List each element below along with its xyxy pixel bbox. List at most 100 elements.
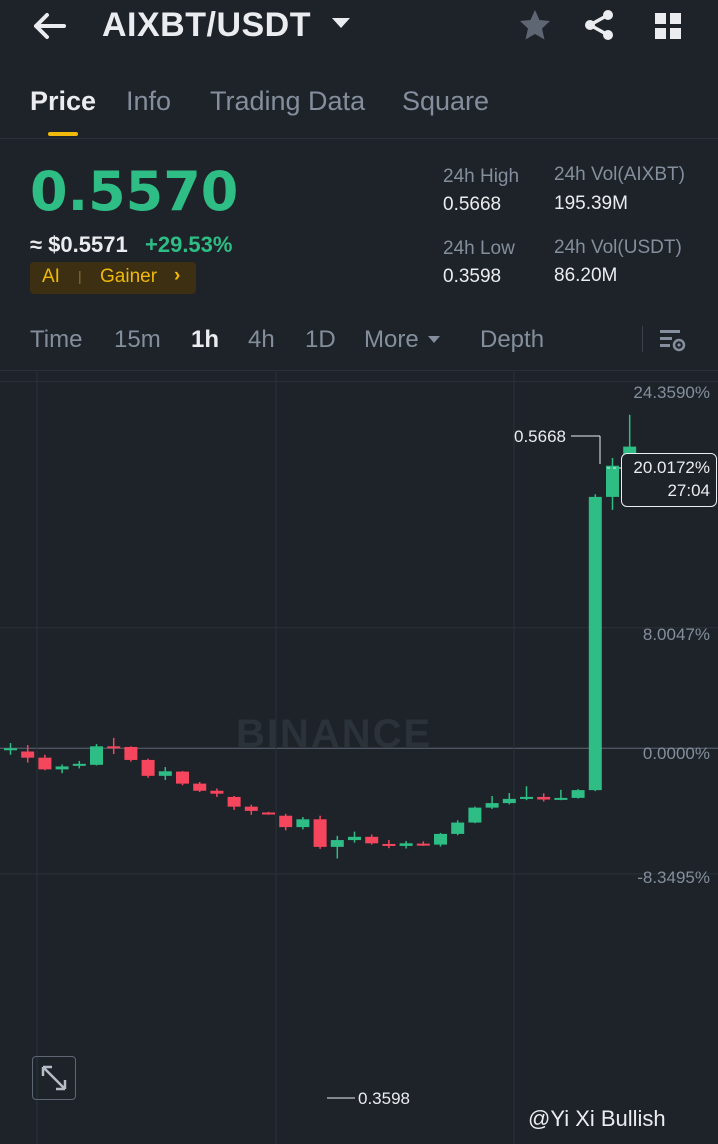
candle-body [141, 759, 155, 776]
active-tab-indicator [48, 132, 78, 136]
candle-body [313, 819, 327, 847]
candle [365, 834, 379, 845]
chevron-right-icon: › [174, 265, 181, 286]
interval-more[interactable]: More [364, 326, 419, 353]
axis-tick-label: 24.3590% [633, 383, 710, 402]
candle [107, 737, 121, 755]
axis-tick-label: 0.0000% [643, 744, 710, 763]
candle-body [399, 843, 413, 846]
high-label: 24h High [443, 166, 520, 187]
tab-trading-data[interactable]: Trading Data [210, 86, 366, 116]
candlestick-chart[interactable]: 24.3590% 8.0047% 0.0000% -8.3495% 0.5668… [0, 372, 718, 1144]
low-value: 0.3598 [443, 266, 502, 287]
candle-body [468, 807, 482, 823]
candle [227, 795, 241, 810]
candle [330, 835, 344, 859]
candle [55, 764, 69, 774]
candle [90, 744, 103, 766]
candle [571, 789, 585, 799]
candle-body [382, 843, 396, 846]
interval-15m[interactable]: 15m [114, 326, 161, 353]
candle-body [107, 746, 121, 749]
tab-square[interactable]: Square [402, 86, 490, 116]
star-icon[interactable] [518, 8, 552, 42]
candle [348, 831, 361, 843]
candle [4, 743, 17, 755]
candle-body [158, 771, 172, 776]
tag-separator: | [78, 268, 82, 284]
candle-body [348, 836, 361, 841]
candle-body [176, 771, 189, 784]
candle-body [537, 796, 551, 800]
candle [434, 832, 447, 847]
candle [21, 745, 35, 763]
candle [193, 782, 207, 793]
interval-depth[interactable]: Depth [480, 326, 545, 353]
candle [520, 786, 533, 801]
candle-body [193, 783, 207, 791]
caret-down-icon[interactable] [330, 12, 352, 34]
candle-body [21, 751, 35, 758]
candle [210, 788, 224, 797]
candle [468, 806, 482, 824]
candle-body [485, 803, 499, 808]
candle-body [244, 806, 258, 811]
candle [38, 754, 52, 771]
tab-price[interactable]: Price [30, 86, 97, 116]
candle-body [227, 796, 241, 807]
tag-ai: AI [42, 266, 60, 287]
candle-body [38, 757, 52, 770]
interval-1h[interactable]: 1h [191, 326, 220, 353]
more-caret-icon[interactable] [428, 336, 440, 343]
pair-title[interactable]: AIXBT/USDT [102, 6, 311, 44]
interval-4h[interactable]: 4h [248, 326, 275, 353]
candle [158, 767, 172, 781]
candle [279, 813, 293, 831]
candle-body [588, 496, 602, 791]
candle [537, 793, 551, 802]
candle [554, 789, 568, 801]
candle [72, 760, 86, 769]
candle [588, 494, 602, 792]
high-marker-label: 0.5668 [514, 427, 566, 446]
candle-body [262, 812, 275, 815]
low-marker-label: 0.3598 [358, 1089, 410, 1108]
last-price: 0.5570 [30, 160, 239, 223]
candle [502, 793, 516, 805]
candle-body [124, 746, 138, 760]
candle-body [72, 763, 86, 766]
tab-info[interactable]: Info [126, 86, 172, 116]
back-arrow-icon[interactable] [30, 8, 70, 44]
candle-body [365, 836, 379, 844]
candle-body [210, 790, 224, 794]
candle [606, 457, 619, 510]
candle [296, 817, 310, 830]
price-change-percent: +29.53% [145, 232, 233, 257]
candle [451, 820, 465, 836]
candle-body [606, 465, 619, 497]
usd-equivalent: ≈ $0.5571 [30, 232, 128, 257]
share-icon[interactable] [582, 8, 616, 42]
candle [399, 841, 413, 849]
interval-time[interactable]: Time [30, 326, 83, 353]
chart-settings-icon[interactable] [658, 326, 686, 354]
candle [382, 840, 396, 849]
divider [642, 326, 643, 352]
candle-body [55, 766, 69, 770]
expand-icon[interactable] [32, 1056, 76, 1100]
axis-tick-label: -8.3495% [637, 868, 710, 887]
vol-base-label: 24h Vol(AIXBT) [554, 164, 685, 185]
interval-1d[interactable]: 1D [305, 326, 336, 353]
candle-body [571, 790, 585, 798]
tag-chip[interactable]: AI | Gainer › [30, 262, 196, 294]
grid-icon[interactable] [652, 10, 684, 42]
candle-body [330, 840, 344, 847]
candle-body [502, 798, 516, 804]
vol-quote-value: 86.20M [554, 265, 618, 286]
candle-body [90, 746, 103, 765]
candle-body [279, 815, 293, 828]
candle [313, 815, 327, 849]
current-price-badge: 20.0172% 27:04 [621, 453, 717, 507]
interval-bar: Time 15m 1h 4h 1D More Depth [0, 318, 718, 371]
low-label: 24h Low [443, 238, 515, 259]
